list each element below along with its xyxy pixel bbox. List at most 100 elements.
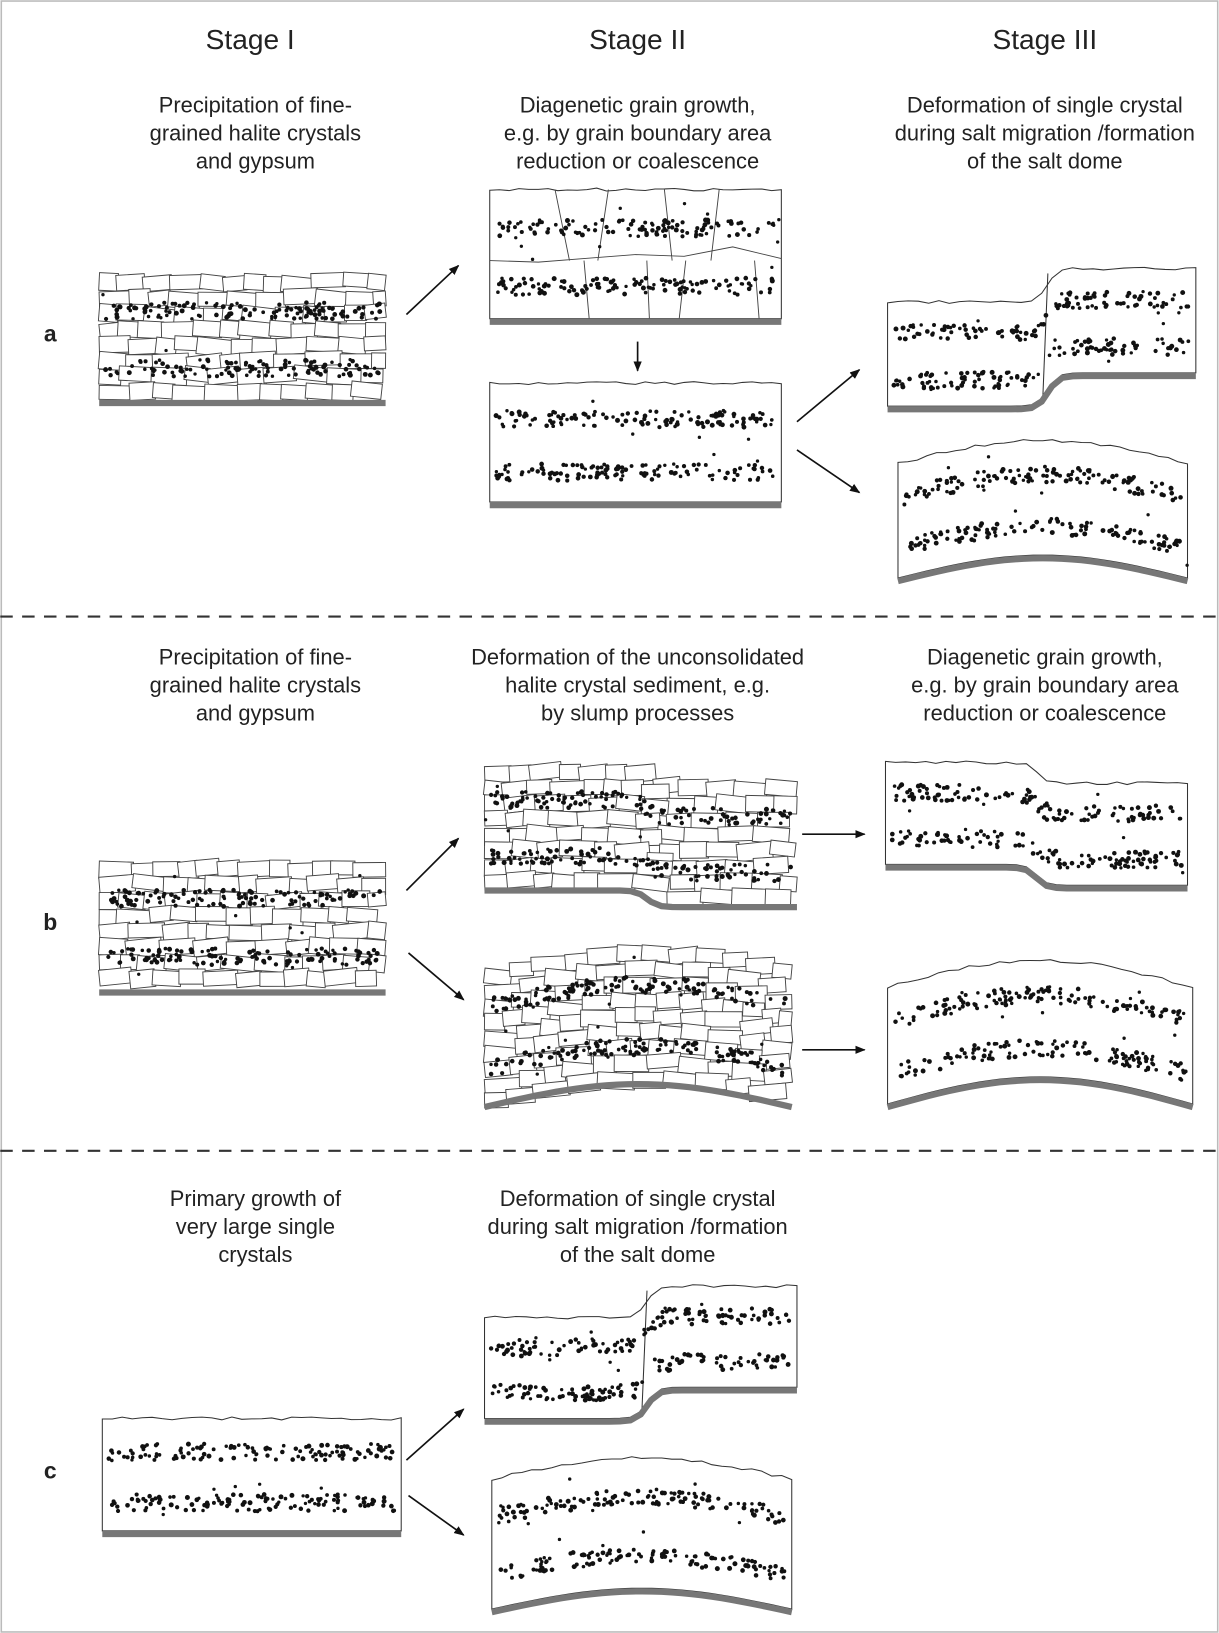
inclusion [922, 547, 926, 551]
inclusion [1109, 347, 1113, 351]
inclusion [594, 1491, 599, 1496]
inclusion [162, 370, 167, 375]
inclusion [582, 1386, 587, 1391]
inclusion [318, 893, 322, 897]
inclusion [548, 1358, 551, 1361]
inclusion [313, 1502, 316, 1505]
inclusion [1128, 489, 1133, 494]
crystal [250, 906, 275, 924]
inclusion [890, 838, 895, 843]
inclusion [322, 301, 326, 305]
inclusion [586, 1497, 590, 1501]
inclusion [704, 463, 708, 467]
inclusion [741, 1557, 746, 1562]
inclusion [724, 278, 728, 282]
inclusion [697, 989, 701, 993]
inclusion [201, 364, 206, 369]
inclusion [732, 415, 735, 418]
inclusion [702, 1309, 707, 1314]
inclusion [566, 994, 570, 998]
inclusion [258, 1483, 261, 1486]
inclusion [320, 946, 324, 950]
inclusion [338, 363, 342, 367]
crystal [635, 1007, 655, 1021]
inclusion [760, 466, 764, 470]
inclusion [212, 1501, 216, 1505]
inclusion [1003, 793, 1007, 797]
inclusion [1008, 997, 1013, 1002]
inclusion [1138, 852, 1143, 857]
inclusion [363, 1456, 366, 1459]
inclusion [938, 532, 941, 535]
inclusion [1180, 340, 1184, 344]
inclusion [986, 474, 991, 479]
inclusion [567, 289, 572, 294]
inclusion [630, 464, 634, 468]
inclusion [519, 1510, 523, 1514]
inclusion [525, 860, 529, 864]
inclusion [164, 947, 168, 951]
inclusion [536, 851, 540, 855]
arrow [406, 266, 458, 315]
inclusion [500, 1344, 505, 1349]
inclusion [355, 1496, 358, 1499]
inclusion [600, 791, 604, 795]
inclusion [174, 365, 179, 370]
inclusion [1055, 517, 1059, 521]
inclusion [987, 455, 990, 458]
inclusion [701, 1492, 705, 1496]
inclusion [967, 335, 972, 340]
inclusion [616, 1386, 621, 1391]
inclusion [1140, 1011, 1143, 1014]
inclusion [1156, 304, 1160, 308]
inclusion [613, 473, 617, 477]
inclusion [608, 1361, 611, 1364]
inclusion [624, 975, 628, 979]
inclusion [542, 291, 547, 296]
inclusion [993, 797, 997, 801]
inclusion [363, 372, 368, 377]
inclusion [298, 895, 302, 899]
inclusion [610, 1559, 613, 1562]
inclusion [362, 1500, 367, 1505]
inclusion [751, 1003, 756, 1008]
inclusion [1080, 854, 1084, 858]
inclusion [703, 866, 707, 870]
inclusion [685, 469, 690, 474]
inclusion [680, 1491, 684, 1495]
inclusion [570, 856, 574, 860]
inclusion [1126, 305, 1129, 308]
inclusion [142, 310, 147, 315]
inclusion [149, 1502, 153, 1506]
inclusion [1111, 533, 1115, 537]
inclusion [658, 1323, 662, 1327]
inclusion [582, 1049, 585, 1052]
inclusion [992, 386, 995, 389]
inclusion [390, 1450, 395, 1455]
inclusion [945, 798, 950, 803]
inclusion [1015, 334, 1020, 339]
inclusion [724, 1505, 729, 1510]
inclusion [248, 370, 252, 374]
inclusion [601, 1544, 604, 1547]
inclusion [659, 873, 664, 878]
panel [888, 267, 1196, 409]
inclusion [1025, 986, 1028, 989]
inclusion [1075, 296, 1079, 300]
inclusion [144, 359, 148, 363]
inclusion [1062, 816, 1067, 821]
inclusion [1144, 1059, 1148, 1063]
inclusion [1146, 815, 1151, 820]
inclusion [644, 463, 647, 466]
inclusion [1040, 528, 1044, 532]
crystal [483, 780, 504, 797]
inclusion [494, 474, 498, 478]
inclusion [766, 1517, 770, 1521]
caption: of the salt dome [560, 1242, 716, 1267]
inclusion [501, 423, 504, 426]
arrow [797, 370, 859, 422]
inclusion [604, 1041, 608, 1045]
inclusion [1011, 792, 1015, 796]
inclusion [548, 471, 553, 476]
inclusion [143, 368, 147, 372]
